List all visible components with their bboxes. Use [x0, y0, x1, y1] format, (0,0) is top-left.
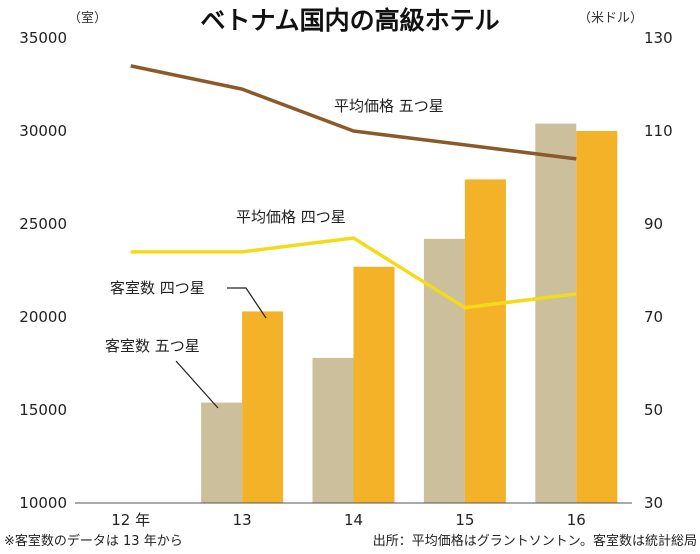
x-tick-label: 14 [344, 511, 363, 529]
right-axis-unit: （米ドル） [578, 11, 643, 26]
left-axis-unit: （室） [68, 10, 107, 26]
x-tick-labels: 12 年 13 14 15 16 [111, 511, 586, 529]
annotation-rooms-four: 客室数 四つ星 [110, 279, 205, 297]
left-tick-label: 20000 [19, 308, 67, 326]
left-tick-label: 35000 [19, 29, 67, 47]
bar-five-star-2 [312, 357, 354, 503]
bar-four-star-3 [464, 179, 506, 503]
bar-five-star-3 [423, 238, 465, 503]
right-tick-label: 90 [644, 215, 663, 233]
left-tick-label: 15000 [19, 401, 67, 419]
right-tick-labels: 30 50 70 90 110 130 [644, 29, 673, 512]
bar-four-star-2 [353, 266, 395, 503]
lines-layer [130, 64, 577, 310]
right-tick-label: 70 [644, 308, 663, 326]
x-tick-label: 16 [567, 511, 586, 529]
left-tick-label: 25000 [19, 215, 67, 233]
right-tick-label: 110 [644, 122, 673, 140]
annotation-price-four: 平均価格 四つ星 [236, 208, 346, 226]
leader-line-rooms-four [227, 287, 267, 319]
right-tick-label: 30 [644, 494, 663, 512]
chart-title: ベトナム国内の高級ホテル [200, 6, 499, 35]
annotation-rooms-five: 客室数 五つ星 [105, 337, 200, 355]
left-tick-label: 30000 [19, 122, 67, 140]
line-price-four-star [130, 236, 577, 310]
footnote-left: ※客室数のデータは 13 年から [4, 533, 183, 549]
bar-five-star-1 [201, 402, 243, 503]
right-tick-label: 130 [644, 29, 673, 47]
bar-five-star-4 [535, 123, 577, 503]
footnote-right: 出所：平均価格はグラントソントン。客室数は統計総局 [373, 533, 697, 549]
leader-line-rooms-five [175, 360, 219, 409]
annotation-price-five: 平均価格 五つ星 [334, 97, 444, 115]
left-tick-labels: 10000 15000 20000 25000 30000 35000 [19, 29, 67, 512]
x-tick-label: 12 年 [111, 511, 150, 529]
left-tick-label: 10000 [19, 494, 67, 512]
bars-layer [201, 123, 618, 503]
line-price-five-star [130, 64, 577, 161]
bar-four-star-1 [242, 311, 284, 503]
x-tick-label: 13 [233, 511, 252, 529]
x-tick-label: 15 [455, 511, 474, 529]
bar-four-star-4 [576, 131, 618, 503]
right-tick-label: 50 [644, 401, 663, 419]
